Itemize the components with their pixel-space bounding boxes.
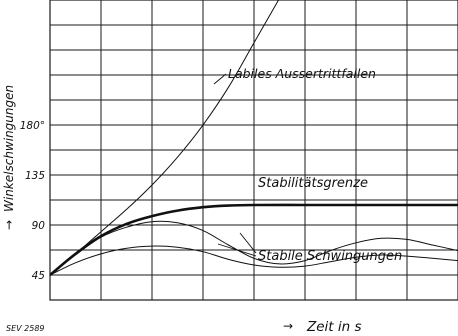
series-line-unstable xyxy=(50,0,280,276)
figure-reference: SEV 2589 xyxy=(6,324,45,333)
series-line-stability-limit xyxy=(50,203,458,277)
y-tick-labels: 45 90 135 180° xyxy=(20,120,46,282)
y-tick-label: 135 xyxy=(25,170,45,182)
plot-frame xyxy=(49,0,458,301)
y-tick-label: 90 xyxy=(32,220,46,232)
series-line-stable-2 xyxy=(50,245,458,276)
annotation-leader-stable-2 xyxy=(217,243,257,257)
horizontal-gridlines xyxy=(50,24,458,276)
annotation-unstable: Labiles Aussertrittfallen xyxy=(228,66,376,81)
annotation-leader-unstable xyxy=(213,73,227,85)
x-axis-label: Zeit in s xyxy=(306,319,362,335)
y-tick-label: 180° xyxy=(20,120,45,132)
y-axis-arrow: → xyxy=(2,220,16,230)
annotation-stable: Stabile Schwingungen xyxy=(258,249,402,264)
annotation-stability-limit: Stabilitätsgrenze xyxy=(258,176,368,191)
x-axis-arrow: → xyxy=(283,319,293,333)
curves xyxy=(50,0,458,277)
y-tick-label: 45 xyxy=(32,270,46,282)
y-axis-label: Winkelschwingungen xyxy=(2,85,16,212)
annotation-leader-stable-1 xyxy=(239,232,257,254)
series-line-stable-1 xyxy=(50,220,458,276)
